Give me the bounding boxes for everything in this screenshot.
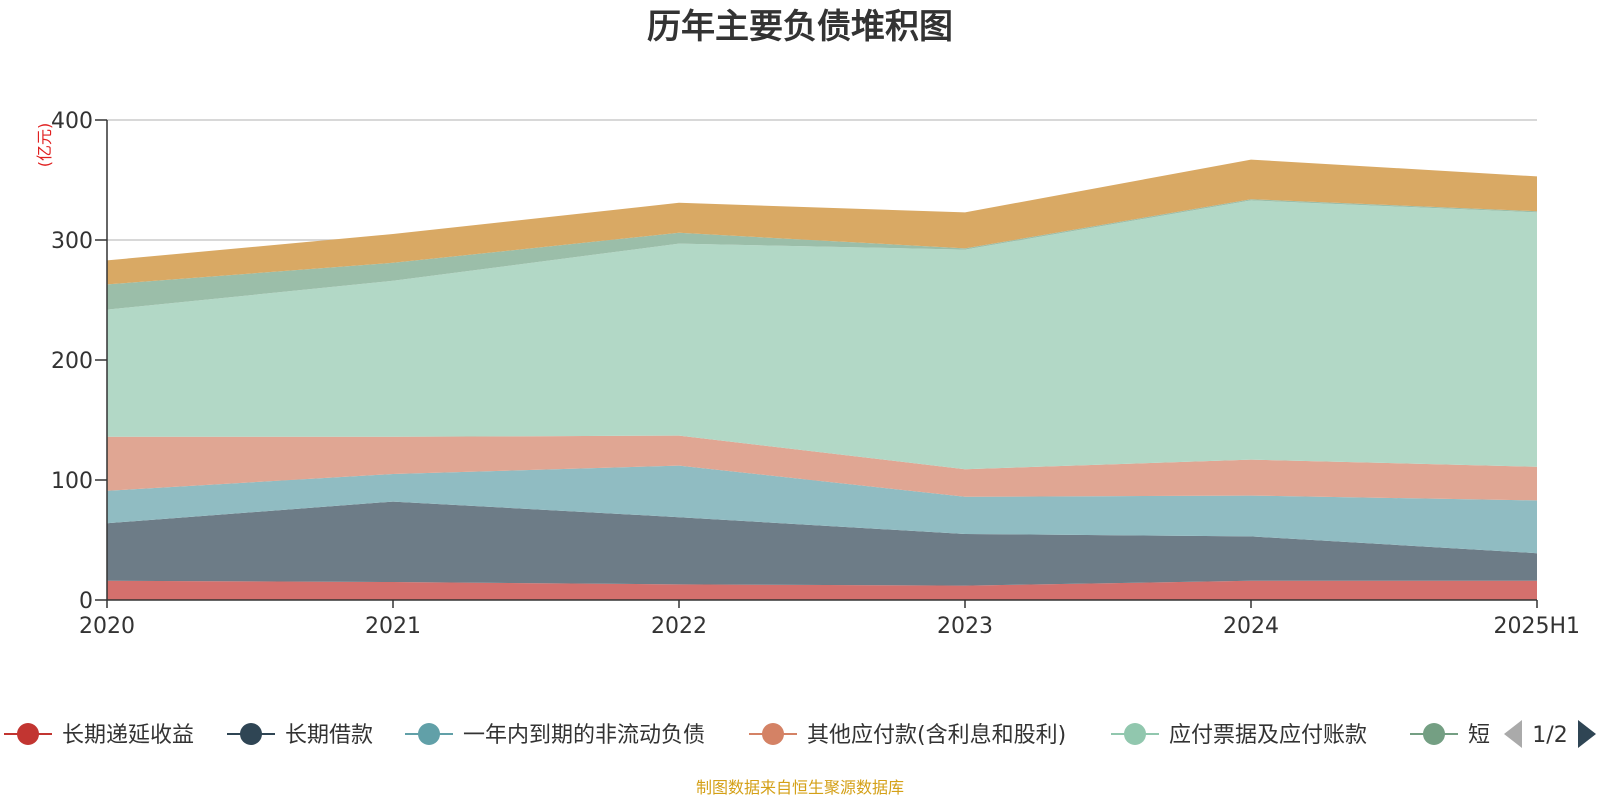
x-tick-label: 2025H1 xyxy=(1493,614,1580,639)
x-tick-label: 2020 xyxy=(79,614,135,639)
legend: 长期递延收益 长期借款 一年内到期的非流动负债 其他应付款(含利息和股利) 应付票据及应… xyxy=(4,723,1490,748)
data-source-note: 制图数据来自恒生聚源数据库 xyxy=(696,778,904,797)
legend-label: 长期借款 xyxy=(285,723,373,748)
legend-pager: 1/2 xyxy=(1504,720,1596,748)
legend-label: 短 xyxy=(1468,723,1490,748)
area-series-4 xyxy=(107,200,1537,470)
legend-item[interactable]: 应付票据及应付账款 xyxy=(1111,723,1367,748)
area-series-1 xyxy=(107,501,1537,586)
legend-item[interactable]: 长期递延收益 xyxy=(4,723,194,748)
y-axis-unit: (亿元) xyxy=(35,123,54,168)
legend-item[interactable]: 长期借款 xyxy=(227,723,373,748)
area-series-3 xyxy=(107,435,1537,501)
x-tick-label: 2023 xyxy=(937,614,993,639)
prev-page-icon[interactable] xyxy=(1504,720,1522,748)
legend-item[interactable]: 一年内到期的非流动负债 xyxy=(405,723,705,748)
legend-label: 长期递延收益 xyxy=(62,723,194,748)
legend-circle-icon xyxy=(1423,723,1445,745)
legend-circle-icon xyxy=(240,723,262,745)
y-tick-label: 100 xyxy=(51,469,93,494)
y-tick-label: 0 xyxy=(79,589,93,614)
legend-circle-icon xyxy=(762,723,784,745)
legend-circle-icon xyxy=(17,723,39,745)
legend-circle-icon xyxy=(1124,723,1146,745)
legend-label: 一年内到期的非流动负债 xyxy=(463,723,705,748)
y-tick-label: 300 xyxy=(51,229,93,254)
legend-label: 应付票据及应付账款 xyxy=(1169,723,1367,748)
legend-page-indicator: 1/2 xyxy=(1532,723,1567,748)
chart-title: 历年主要负债堆积图 xyxy=(647,7,953,47)
area-series-group xyxy=(107,159,1537,600)
y-tick-label: 200 xyxy=(51,349,93,374)
x-tick-label: 2021 xyxy=(365,614,421,639)
area-series-2 xyxy=(107,465,1537,554)
legend-circle-icon xyxy=(418,723,440,745)
next-page-icon[interactable] xyxy=(1578,720,1596,748)
area-series-0 xyxy=(107,580,1537,600)
x-tick-label: 2022 xyxy=(651,614,707,639)
legend-label: 其他应付款(含利息和股利) xyxy=(807,723,1066,748)
axes: 0 100 200 300 400 2020 2021 2022 2023 2024 2025H1 xyxy=(51,109,1580,639)
area-series-6 xyxy=(107,159,1537,285)
legend-item[interactable]: 其他应付款(含利息和股利) xyxy=(749,723,1066,748)
y-tick-label: 400 xyxy=(51,109,93,134)
x-tick-label: 2024 xyxy=(1223,614,1279,639)
legend-item[interactable]: 短 xyxy=(1410,723,1490,748)
